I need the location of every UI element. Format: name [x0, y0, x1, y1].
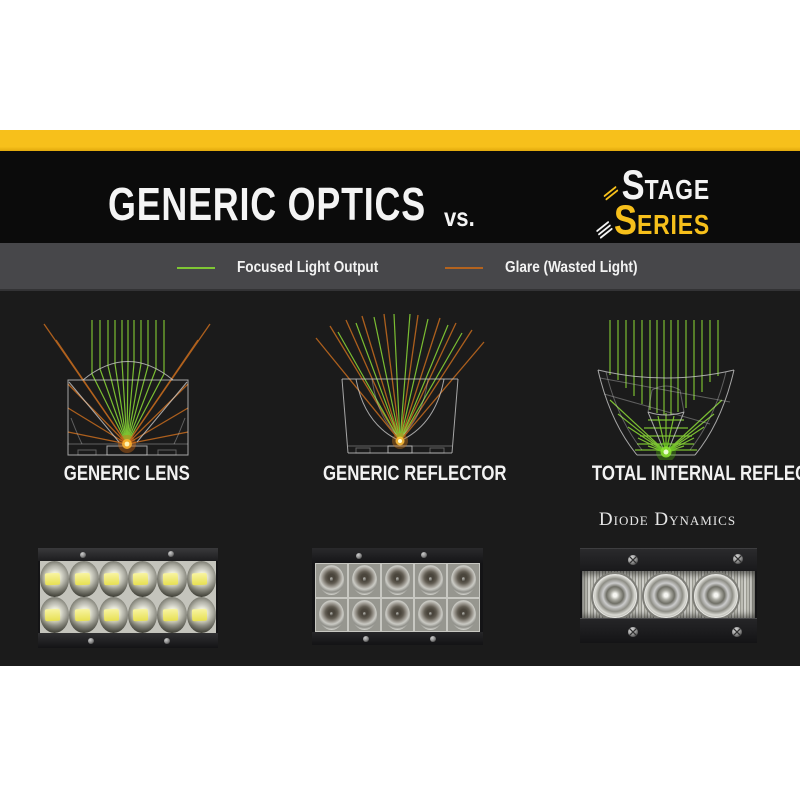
lightbar-tir-optic-strip	[582, 571, 755, 619]
led-lens	[128, 597, 158, 633]
tir-optic-diagram	[560, 300, 775, 460]
focused-light-swatch	[177, 267, 215, 269]
reflector-cup	[447, 563, 480, 598]
screw-icon	[168, 551, 174, 557]
glare-rays	[43, 323, 211, 445]
logo-line-series: SERIES	[575, 199, 710, 241]
reflector-cup	[315, 563, 348, 598]
logo-stage-rest: TAGE	[644, 174, 710, 205]
generic-lens-drawing	[43, 320, 211, 456]
tir-optic	[644, 574, 688, 618]
focused-rays	[609, 320, 723, 453]
reflector-outline	[341, 378, 459, 454]
led-lens	[98, 597, 128, 633]
screw-icon	[80, 552, 86, 558]
legend-item-glare: Glare (Wasted Light)	[445, 258, 661, 278]
glare-rays	[315, 313, 485, 442]
emitter-glow	[656, 442, 676, 460]
logo-stage-initial: S	[621, 161, 645, 208]
lightbar-bottom-rail	[38, 633, 218, 648]
generic-reflector-lightbar-photo	[312, 548, 483, 645]
emitter-glow	[118, 435, 136, 453]
stage-series-lightbar-photo	[580, 548, 757, 643]
lightbar-top-rail	[312, 548, 483, 563]
screw-icon	[356, 553, 362, 559]
generic-reflector-diagram	[300, 300, 500, 460]
phillips-screw-icon	[628, 627, 638, 637]
reflector-cup	[381, 597, 414, 632]
led-lens	[157, 561, 187, 597]
brand-name: Diode Dynamics	[598, 509, 737, 530]
lightbar-reflector-array	[315, 563, 480, 632]
led-lens	[157, 597, 187, 633]
screw-icon	[421, 552, 427, 558]
screw-icon	[164, 638, 170, 644]
led-lens	[40, 597, 70, 633]
legend-band	[0, 243, 800, 291]
phillips-screw-icon	[732, 627, 742, 637]
generic-lens-label: GENERIC LENS	[63, 462, 191, 485]
tir-label: TOTAL INTERNAL REFLECTION	[591, 462, 800, 485]
lightbar-lens-array	[40, 561, 216, 633]
logo-line-stage: STAGE	[575, 164, 710, 206]
led-lens	[186, 597, 216, 633]
legend-item-focused: Focused Light Output	[177, 258, 403, 278]
lightbar-bottom-rail	[580, 618, 757, 643]
screw-icon	[430, 636, 436, 642]
logo-series-initial: S	[614, 196, 637, 243]
speed-dashes-icon	[595, 219, 613, 240]
vs-label: vs.	[444, 202, 475, 232]
lightbar-bottom-rail	[312, 632, 483, 645]
reflector-cup	[348, 563, 381, 598]
tir-optic	[593, 574, 637, 618]
phillips-screw-icon	[733, 554, 743, 564]
glare-light-swatch	[445, 267, 483, 269]
screw-icon	[363, 636, 369, 642]
generic-lens-lightbar-photo	[38, 548, 218, 648]
focused-rays	[91, 320, 165, 445]
stage-series-logo: STAGE SERIES	[545, 164, 710, 241]
reflector-cup	[414, 563, 447, 598]
led-lens	[69, 597, 99, 633]
reflector-cup	[315, 597, 348, 632]
page-title: GENERIC OPTICS	[108, 178, 426, 230]
phillips-screw-icon	[628, 555, 638, 565]
tir-optic-drawing	[597, 320, 735, 460]
main-black-panel: GENERIC OPTICS vs. STAGE SERIES Focused …	[0, 151, 800, 666]
led-lens	[186, 561, 216, 597]
reflector-cup	[348, 597, 381, 632]
logo-series-rest: ERIES	[636, 209, 710, 240]
reflector-cup	[381, 563, 414, 598]
lightbar-top-rail	[580, 549, 757, 571]
reflector-cup	[414, 597, 447, 632]
top-accent-stripe	[0, 130, 800, 151]
legend-label-focused: Focused Light Output	[237, 259, 379, 276]
led-lens	[128, 561, 158, 597]
generic-reflector-label: GENERIC REFLECTOR	[322, 462, 507, 485]
legend-label-glare: Glare (Wasted Light)	[505, 259, 638, 276]
led-lens	[40, 561, 70, 597]
generic-reflector-drawing	[315, 313, 485, 454]
emitter-glow	[392, 433, 408, 449]
generic-lens-diagram	[22, 300, 232, 460]
focused-rays	[337, 313, 463, 442]
reflector-cup	[447, 597, 480, 632]
led-lens	[98, 561, 128, 597]
screw-icon	[88, 638, 94, 644]
tir-outline	[597, 369, 735, 456]
lightbar-top-rail	[38, 548, 218, 561]
tir-optic	[694, 574, 738, 618]
led-lens	[69, 561, 99, 597]
